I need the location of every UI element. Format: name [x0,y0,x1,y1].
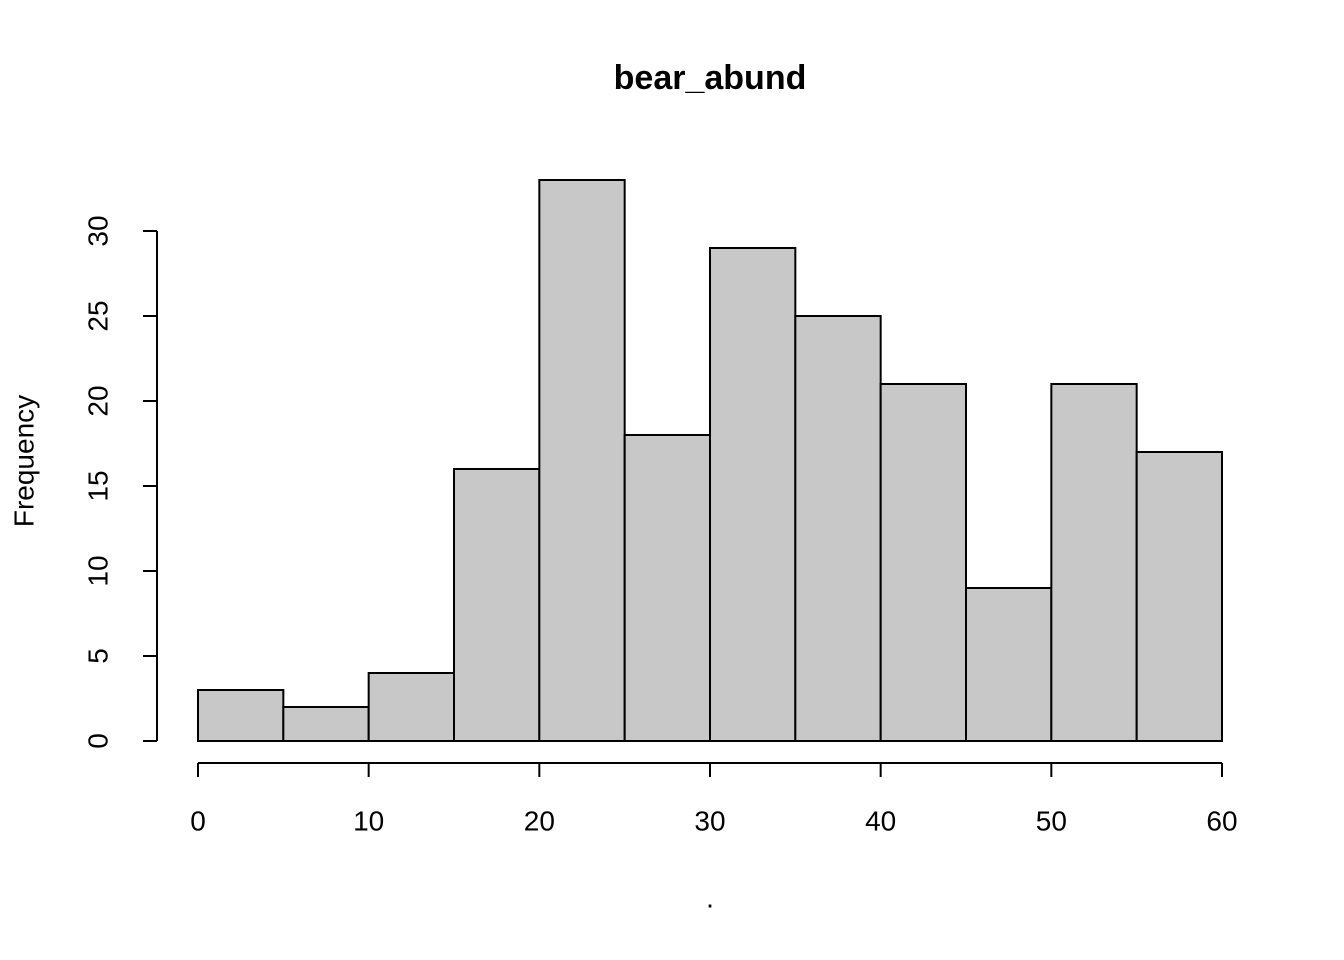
chart-title: bear_abund [614,59,807,97]
y-tick-label: 25 [82,300,113,331]
y-tick-label: 30 [82,215,113,246]
y-axis-label: Frequency [8,395,39,527]
bar [794,315,882,742]
y-tick-label: 10 [82,555,113,586]
y-tick-label: 15 [82,470,113,501]
x-tick-label: 0 [190,805,206,836]
bar [709,247,797,742]
y-tick-label: 5 [82,648,113,664]
bar [197,689,285,742]
y-tick-label: 0 [82,733,113,749]
y-tick-label: 20 [82,385,113,416]
x-tick-label: 50 [1036,805,1067,836]
x-tick-label: 30 [694,805,725,836]
bar [367,672,455,742]
x-tick-label: 10 [353,805,384,836]
bar [1050,383,1138,742]
x-tick-label: 20 [524,805,555,836]
bar [538,179,626,742]
x-tick-label: 60 [1206,805,1237,836]
bar [1135,451,1223,742]
bar [879,383,968,742]
bar [453,468,541,742]
bar [965,587,1053,742]
bar [282,706,370,742]
x-axis-label: . [706,882,714,913]
bar [623,434,712,742]
x-tick-label: 40 [865,805,896,836]
